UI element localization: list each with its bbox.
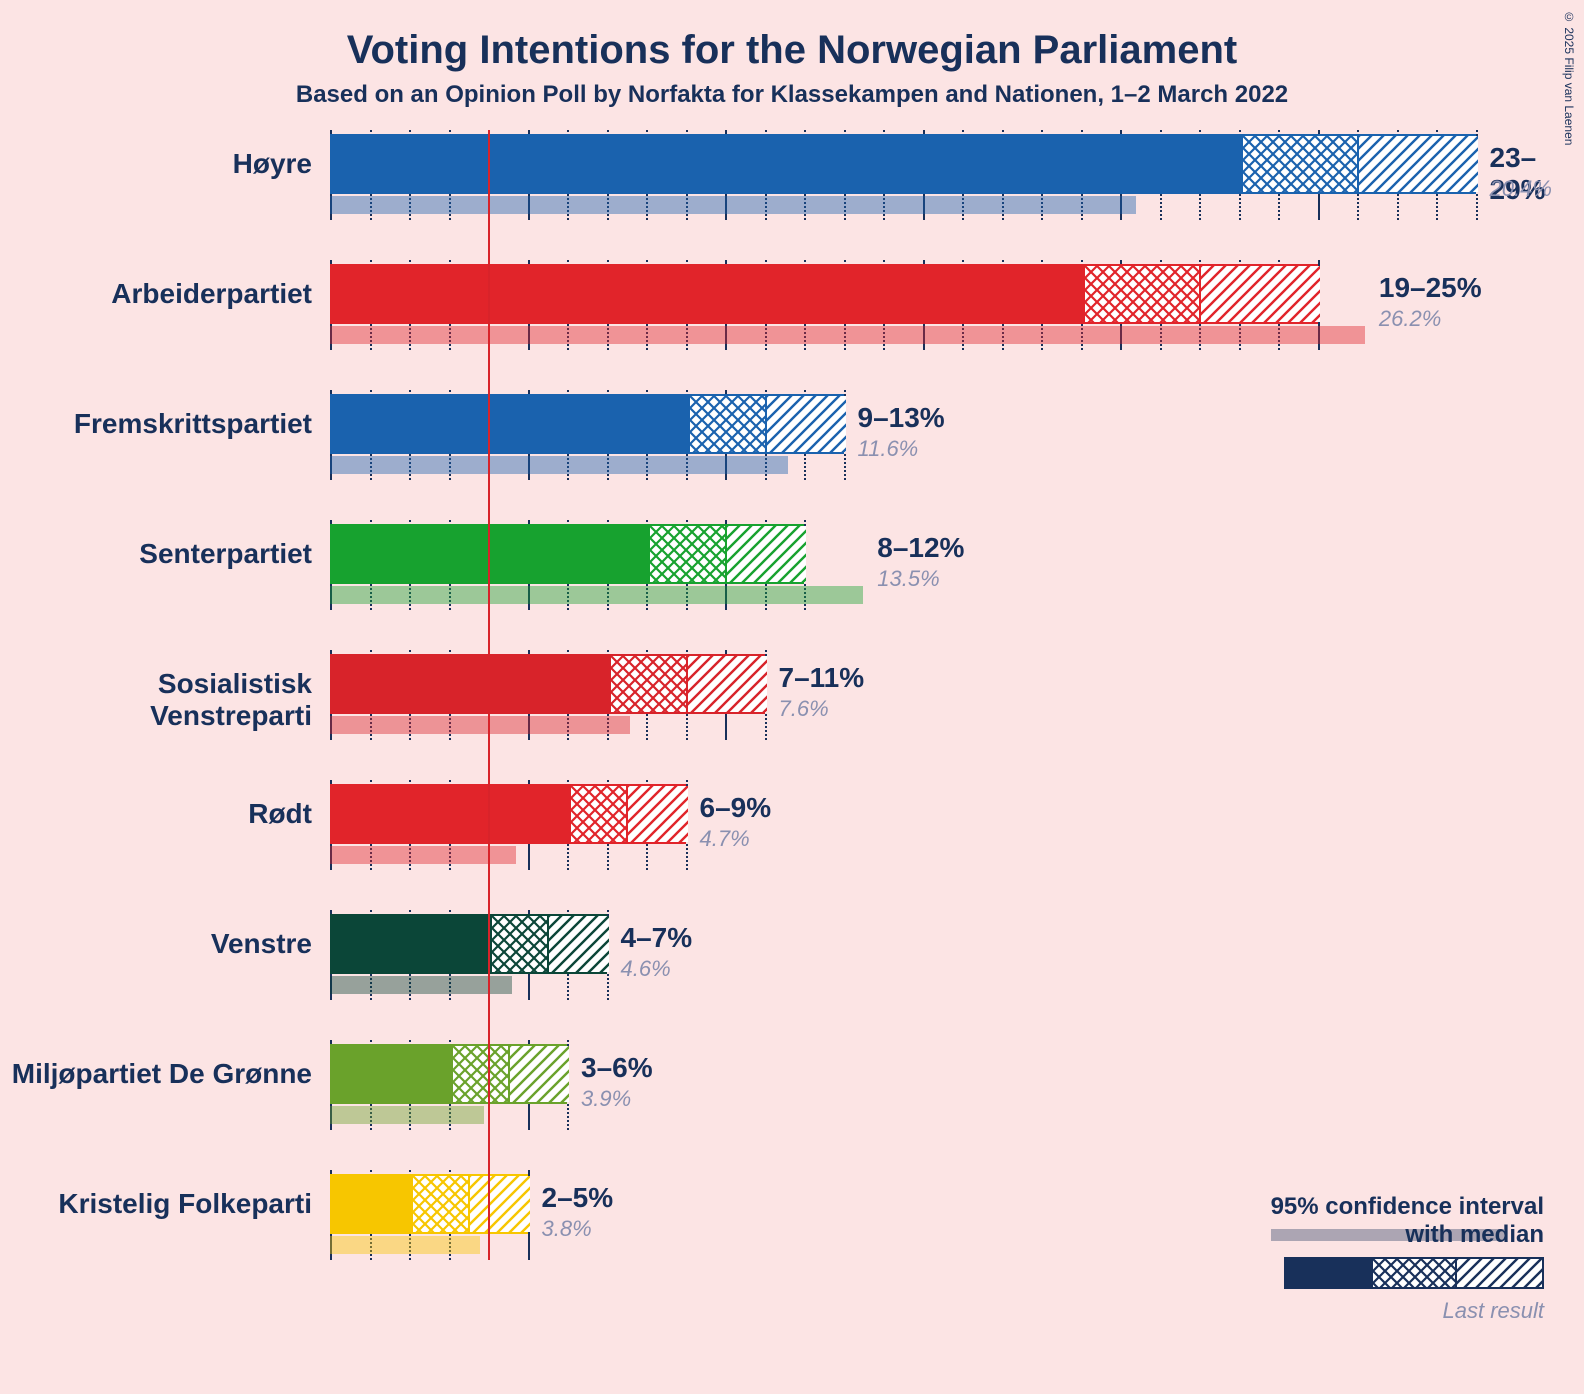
range-label: 8–12% xyxy=(877,532,964,564)
threshold-line xyxy=(488,130,490,1260)
ci-bar-high xyxy=(628,786,687,842)
last-result-label: 7.6% xyxy=(779,696,829,722)
party-label: Fremskrittspartiet xyxy=(0,408,312,440)
legend-last-label: Last result xyxy=(1271,1298,1544,1324)
chart-row: Rødt 6–9%4.7% xyxy=(0,780,1584,910)
chart-row: Høyre23–29%20.4% xyxy=(0,130,1584,260)
last-result-bar xyxy=(330,1236,480,1254)
ci-bar-median xyxy=(411,1176,470,1232)
ci-bar-low xyxy=(332,396,688,452)
ci-bar-median xyxy=(569,786,628,842)
range-label: 2–5% xyxy=(542,1182,614,1214)
party-label: Rødt xyxy=(0,798,312,830)
ci-bar xyxy=(330,1174,528,1234)
party-label: Sosialistisk Venstreparti xyxy=(0,668,312,732)
chart-title: Voting Intentions for the Norwegian Parl… xyxy=(0,0,1584,73)
last-result-bar xyxy=(330,196,1136,214)
ci-bar-median xyxy=(1241,136,1360,192)
ci-bar-high xyxy=(1359,136,1478,192)
last-result-bar xyxy=(330,716,630,734)
ci-bar xyxy=(330,914,607,974)
ci-bar-median xyxy=(490,916,549,972)
ci-bar-median xyxy=(1083,266,1202,322)
ci-bar-low xyxy=(332,1046,451,1102)
chart-row: Venstre 4–7%4.6% xyxy=(0,910,1584,1040)
chart-row: Arbeiderpartiet 19–25%26.2% xyxy=(0,260,1584,390)
party-label: Kristelig Folkeparti xyxy=(0,1188,312,1220)
ci-bar-high xyxy=(510,1046,569,1102)
last-result-label: 3.9% xyxy=(581,1086,631,1112)
ci-bar-low xyxy=(332,1176,411,1232)
ci-bar xyxy=(330,1044,567,1104)
range-label: 9–13% xyxy=(858,402,945,434)
chart-subtitle: Based on an Opinion Poll by Norfakta for… xyxy=(0,73,1584,127)
ci-bar-low xyxy=(332,916,490,972)
ci-bar-low xyxy=(332,136,1241,192)
range-label: 19–25% xyxy=(1379,272,1482,304)
chart-row: Sosialistisk Venstreparti 7–11%7.6% xyxy=(0,650,1584,780)
last-result-label: 4.7% xyxy=(700,826,750,852)
party-label: Miljøpartiet De Grønne xyxy=(0,1058,312,1090)
legend-last-bar xyxy=(1271,1229,1504,1241)
ci-bar xyxy=(330,784,686,844)
last-result-bar xyxy=(330,326,1365,344)
last-result-label: 20.4% xyxy=(1490,176,1552,202)
range-label: 3–6% xyxy=(581,1052,653,1084)
last-result-label: 4.6% xyxy=(621,956,671,982)
ci-bar-high xyxy=(727,526,806,582)
ci-bar-low xyxy=(332,786,569,842)
ci-bar-high xyxy=(688,656,767,712)
last-result-label: 13.5% xyxy=(877,566,939,592)
ci-bar-high xyxy=(470,1176,529,1232)
ci-bar-high xyxy=(767,396,846,452)
copyright-text: © 2025 Filip van Laenen xyxy=(1562,10,1576,145)
last-result-bar xyxy=(330,456,788,474)
party-label: Arbeiderpartiet xyxy=(0,278,312,310)
ci-bar-median xyxy=(648,526,727,582)
ci-bar xyxy=(330,264,1318,324)
chart-row: Miljøpartiet De Grønne 3–6%3.9% xyxy=(0,1040,1584,1170)
party-label: Senterpartiet xyxy=(0,538,312,570)
ci-bar-median xyxy=(688,396,767,452)
ci-bar xyxy=(330,134,1476,194)
range-label: 6–9% xyxy=(700,792,772,824)
last-result-label: 26.2% xyxy=(1379,306,1441,332)
legend-swatch xyxy=(1284,1257,1544,1289)
legend-swatch-diag xyxy=(1457,1259,1542,1287)
party-label: Høyre xyxy=(0,148,312,180)
ci-bar-low xyxy=(332,526,648,582)
legend-ci-label-1: 95% confidence interval xyxy=(1271,1193,1544,1221)
last-result-bar xyxy=(330,976,512,994)
ci-bar-high xyxy=(549,916,608,972)
ci-bar-low xyxy=(332,266,1083,322)
range-label: 7–11% xyxy=(779,662,865,694)
ci-bar-high xyxy=(1201,266,1320,322)
ci-bar-median xyxy=(451,1046,510,1102)
legend-swatch-cross xyxy=(1371,1259,1456,1287)
last-result-bar xyxy=(330,1106,484,1124)
legend-swatch-solid xyxy=(1286,1259,1371,1287)
range-label: 4–7% xyxy=(621,922,693,954)
legend: 95% confidence interval with median Last… xyxy=(1271,1193,1544,1324)
ci-bar xyxy=(330,394,844,454)
last-result-bar xyxy=(330,586,863,604)
last-result-label: 11.6% xyxy=(858,436,919,462)
ci-bar-low xyxy=(332,656,609,712)
last-result-label: 3.8% xyxy=(542,1216,592,1242)
ci-bar-median xyxy=(609,656,688,712)
ci-bar xyxy=(330,524,804,584)
chart-area: Høyre23–29%20.4% Arbeiderpartiet 19–25%26.… xyxy=(0,130,1584,1370)
ci-bar xyxy=(330,654,765,714)
chart-row: Fremskrittspartiet 9–13%11.6% xyxy=(0,390,1584,520)
chart-row: Senterpartiet 8–12%13.5% xyxy=(0,520,1584,650)
party-label: Venstre xyxy=(0,928,312,960)
